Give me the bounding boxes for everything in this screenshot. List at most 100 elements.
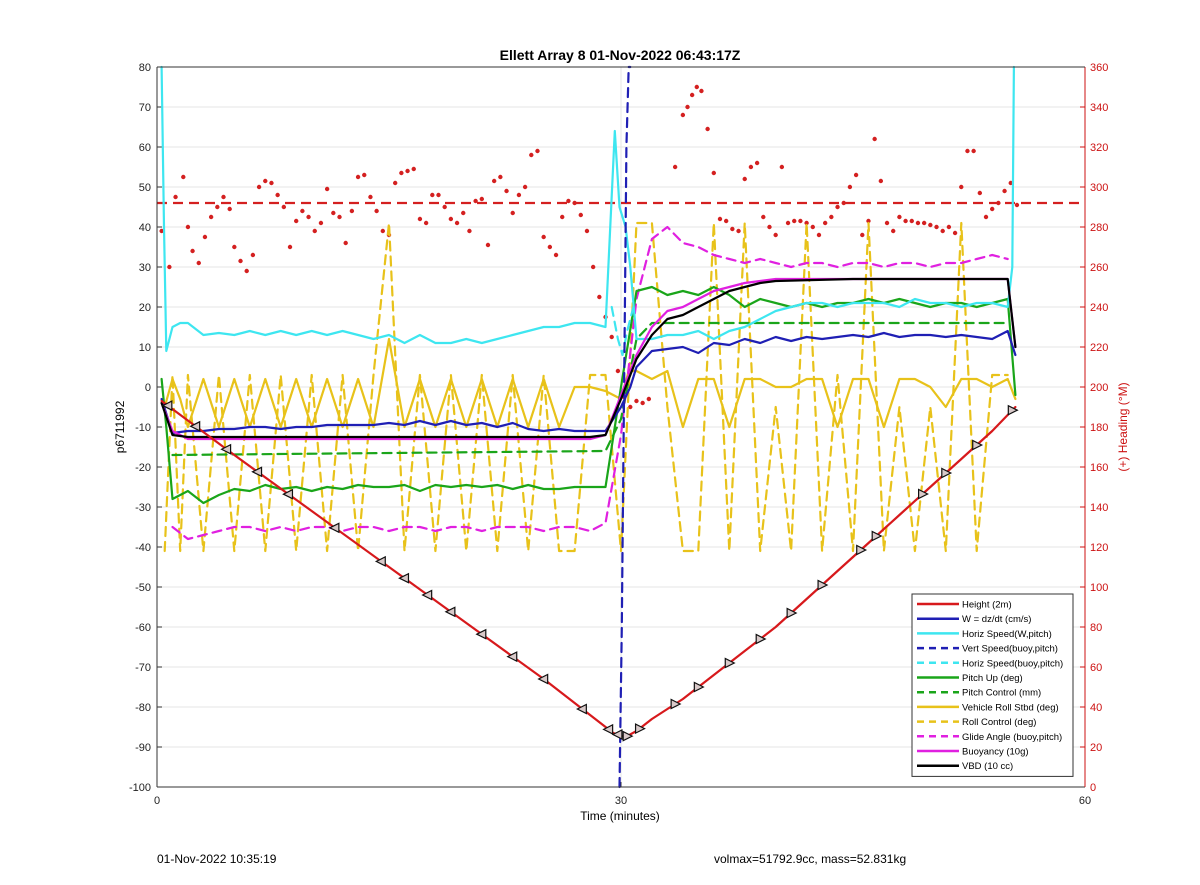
heading-point bbox=[952, 230, 958, 236]
heading-point bbox=[399, 170, 404, 176]
heading-point bbox=[368, 194, 373, 200]
heading-point bbox=[977, 190, 983, 196]
heading-point bbox=[448, 216, 454, 222]
heading-point bbox=[417, 216, 423, 222]
heading-point bbox=[560, 214, 565, 220]
heading-point bbox=[928, 222, 933, 228]
height-marker bbox=[575, 703, 587, 715]
legend-box bbox=[911, 593, 1074, 777]
x-axis-label: Time (minutes) bbox=[580, 809, 660, 823]
y2-tick-label: 100 bbox=[1090, 582, 1108, 594]
heading-point bbox=[491, 178, 497, 184]
heading-point bbox=[847, 184, 853, 190]
heading-point bbox=[442, 204, 447, 210]
heading-point bbox=[792, 218, 797, 224]
y2-tick-label: 40 bbox=[1090, 702, 1102, 714]
heading-point bbox=[281, 204, 287, 210]
heading-point bbox=[996, 200, 1001, 206]
heading-point bbox=[1014, 202, 1020, 208]
legend-label: Horiz Speed(buoy,pitch) bbox=[962, 658, 1063, 669]
series-line-pitch-up-deg bbox=[160, 285, 1017, 505]
heading-point bbox=[479, 196, 484, 202]
heading-point bbox=[841, 200, 846, 206]
legend-label: VBD (10 cc) bbox=[962, 761, 1013, 772]
height-marker bbox=[670, 698, 682, 710]
heading-point bbox=[256, 184, 262, 190]
height-marker bbox=[817, 579, 829, 591]
height-marker bbox=[506, 651, 518, 663]
heading-point bbox=[181, 174, 186, 180]
height-marker bbox=[755, 633, 767, 645]
heading-point bbox=[498, 174, 503, 180]
heading-point bbox=[485, 242, 491, 248]
y2-tick-label: 280 bbox=[1090, 222, 1108, 234]
heading-point bbox=[337, 214, 342, 220]
y-tick-label: -80 bbox=[135, 702, 151, 714]
heading-point bbox=[454, 220, 460, 226]
y-tick-label: 60 bbox=[139, 142, 151, 154]
legend-label: Pitch Up (deg) bbox=[962, 673, 1023, 684]
y2-tick-label: 260 bbox=[1090, 262, 1108, 274]
heading-point bbox=[609, 334, 614, 340]
heading-point bbox=[628, 404, 633, 410]
y2-tick-label: 200 bbox=[1090, 382, 1108, 394]
y2-tick-label: 180 bbox=[1090, 422, 1108, 434]
y-tick-label: 30 bbox=[139, 262, 151, 274]
legend-label: Glide Angle (buoy,pitch) bbox=[962, 732, 1062, 743]
heading-point bbox=[804, 220, 809, 226]
height-marker bbox=[1007, 404, 1019, 416]
legend-label: Horiz Speed(W,pitch) bbox=[962, 629, 1052, 640]
height-marker bbox=[871, 530, 883, 542]
heading-point bbox=[215, 204, 220, 210]
legend-label: Vert Speed(buoy,pitch) bbox=[962, 644, 1058, 655]
legend-label: Buoyancy (10g) bbox=[962, 747, 1029, 758]
x-tick-label: 0 bbox=[154, 795, 160, 807]
legend-label: Pitch Control (mm) bbox=[962, 688, 1041, 699]
heading-point bbox=[572, 200, 577, 206]
y-tick-label: 80 bbox=[139, 62, 151, 74]
heading-point bbox=[959, 184, 964, 190]
y-tick-label: -60 bbox=[135, 622, 151, 634]
heading-point bbox=[816, 232, 822, 238]
heading-point bbox=[615, 368, 621, 374]
heading-point bbox=[467, 228, 472, 234]
heading-point bbox=[694, 84, 699, 90]
heading-point bbox=[810, 224, 815, 230]
heading-point bbox=[250, 252, 256, 258]
series-line-vehicle-roll-stbd-deg bbox=[163, 337, 1017, 429]
height-marker bbox=[537, 673, 549, 685]
heading-point bbox=[646, 396, 652, 402]
y-tick-label: -10 bbox=[135, 422, 151, 434]
y2-tick-label: 320 bbox=[1090, 142, 1108, 154]
y-tick-label: 0 bbox=[145, 382, 151, 394]
heading-point bbox=[300, 208, 305, 214]
heading-point bbox=[287, 244, 293, 250]
heading-point bbox=[829, 214, 834, 220]
heading-point bbox=[190, 248, 195, 254]
y2-tick-label: 60 bbox=[1090, 662, 1102, 674]
y-tick-label: -70 bbox=[135, 662, 151, 674]
heading-point bbox=[263, 178, 268, 184]
height-marker bbox=[189, 420, 201, 432]
height-marker bbox=[634, 723, 646, 735]
heading-point bbox=[208, 214, 214, 220]
height-marker bbox=[161, 400, 173, 412]
heading-point bbox=[798, 218, 803, 224]
heading-point bbox=[227, 206, 232, 212]
heading-point bbox=[971, 148, 976, 154]
heading-point bbox=[167, 264, 172, 270]
chart-title: Ellett Array 8 01-Nov-2022 06:43:17Z bbox=[500, 47, 741, 63]
heading-point bbox=[730, 226, 735, 232]
heading-point bbox=[306, 214, 311, 220]
heading-point bbox=[547, 244, 553, 250]
heading-point bbox=[392, 180, 398, 186]
heading-point bbox=[860, 232, 865, 238]
height-marker bbox=[917, 488, 929, 500]
heading-point bbox=[921, 220, 927, 226]
heading-point bbox=[202, 234, 208, 240]
height-marker bbox=[282, 488, 294, 500]
height-marker bbox=[398, 572, 410, 584]
heading-point bbox=[773, 232, 778, 238]
heading-point bbox=[723, 218, 729, 224]
